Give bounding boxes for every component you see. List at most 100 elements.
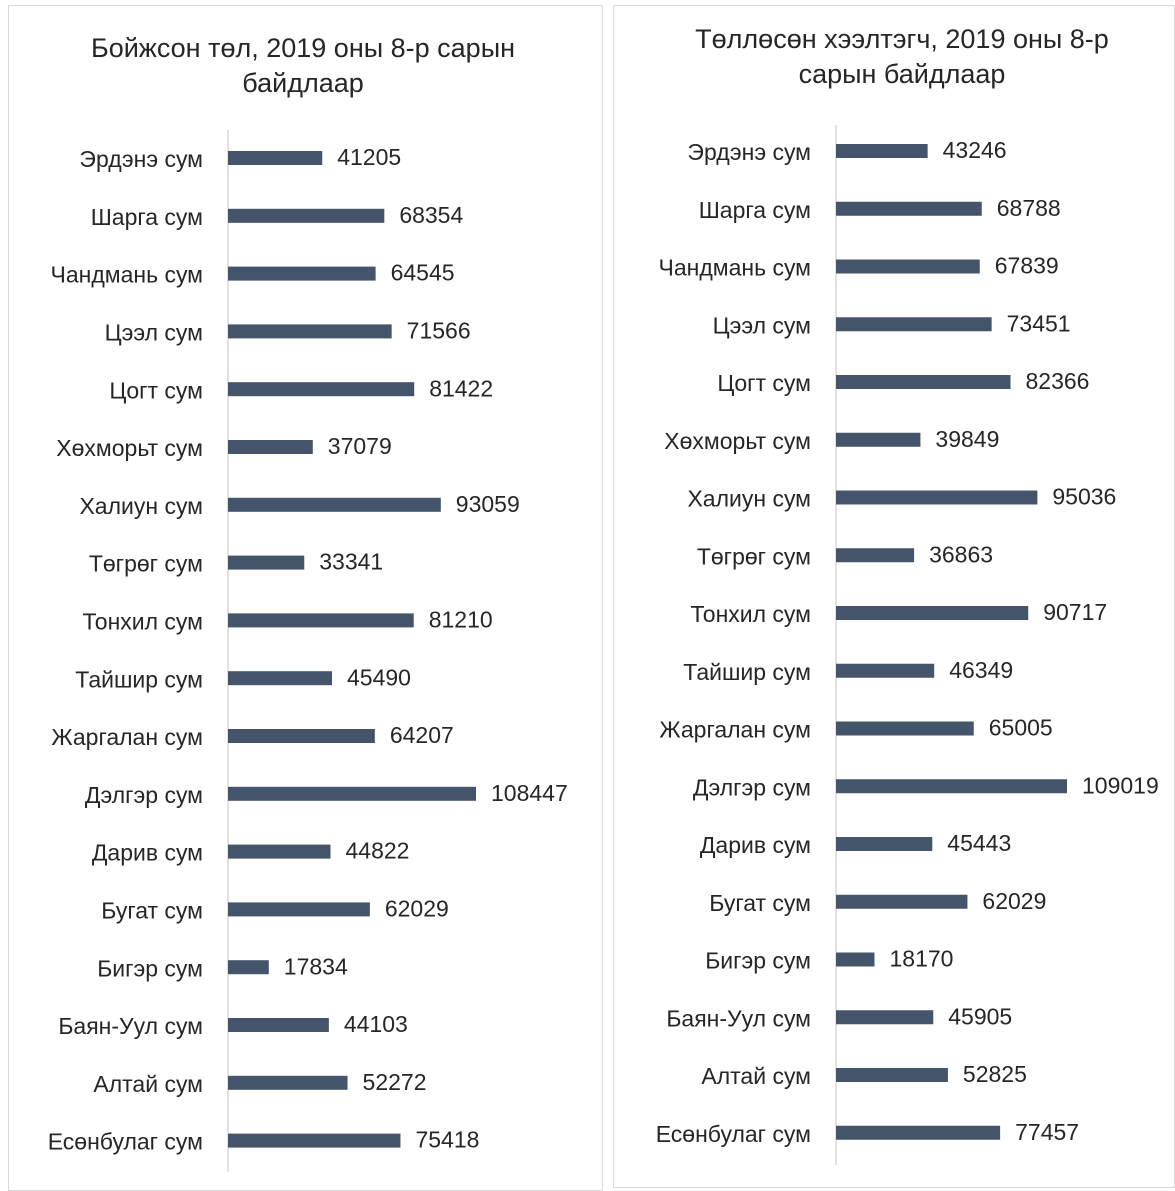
category-label: Бигэр сум bbox=[97, 955, 203, 981]
chart-panel bbox=[8, 5, 603, 1191]
value-label: 81210 bbox=[429, 606, 493, 632]
value-label: 68788 bbox=[997, 195, 1061, 221]
category-label: Баян-Уул сум bbox=[666, 1005, 811, 1031]
category-label: Цогт сум bbox=[717, 370, 811, 396]
chart-title: Төллөсөн хээлтэгч, 2019 оны 8-р сарын ба… bbox=[695, 24, 1109, 89]
value-label: 36863 bbox=[929, 541, 993, 567]
category-label: Хөхморьт сум bbox=[664, 428, 811, 454]
value-label: 90717 bbox=[1043, 599, 1107, 625]
value-label: 45490 bbox=[347, 664, 411, 690]
bar bbox=[836, 837, 933, 851]
category-label: Төгрөг сум bbox=[697, 543, 811, 569]
bar bbox=[836, 548, 915, 563]
category-label: Бугат сум bbox=[101, 897, 203, 923]
bar bbox=[228, 960, 269, 975]
bar bbox=[228, 555, 305, 570]
category-label: Жаргалан сум bbox=[659, 717, 811, 743]
category-label: Цогт сум bbox=[109, 377, 203, 403]
value-label: 93059 bbox=[456, 491, 520, 517]
value-label: 77457 bbox=[1015, 1119, 1079, 1145]
value-label: 17834 bbox=[284, 953, 348, 979]
bar bbox=[836, 1125, 1001, 1140]
value-label: 67839 bbox=[995, 253, 1059, 279]
value-label: 71566 bbox=[407, 317, 471, 343]
category-label: Алтай сум bbox=[701, 1063, 811, 1089]
bar bbox=[836, 144, 928, 158]
category-label: Эрдэнэ сум bbox=[79, 146, 203, 172]
bar bbox=[836, 663, 935, 678]
category-label: Чандмань сум bbox=[51, 262, 203, 288]
category-label: Халиун сум bbox=[687, 486, 811, 512]
value-label: 44822 bbox=[346, 838, 410, 864]
value-label: 109019 bbox=[1082, 772, 1159, 798]
category-label: Бугат сум bbox=[709, 890, 811, 916]
category-label: Шарга сум bbox=[91, 204, 203, 230]
bar bbox=[228, 151, 323, 165]
value-label: 39849 bbox=[935, 426, 999, 452]
bar bbox=[836, 490, 1038, 505]
category-label: Тайшир сум bbox=[75, 666, 203, 692]
bar bbox=[228, 440, 313, 454]
value-label: 33341 bbox=[319, 549, 383, 575]
category-label: Чандмань сум bbox=[659, 255, 811, 281]
value-label: 37079 bbox=[328, 433, 392, 459]
category-label: Жаргалан сум bbox=[51, 724, 203, 750]
bar bbox=[836, 259, 980, 274]
value-label: 82366 bbox=[1026, 368, 1090, 394]
bar bbox=[836, 721, 974, 736]
category-label: Төгрөг сум bbox=[89, 551, 203, 577]
category-label: Эрдэнэ сум bbox=[687, 139, 811, 165]
category-label: Бигэр сум bbox=[705, 948, 811, 974]
value-label: 68354 bbox=[399, 202, 463, 228]
chart-title: Бойжсон төл, 2019 оны 8-р сарын байдлаар bbox=[90, 33, 516, 98]
category-label: Цээл сум bbox=[105, 319, 203, 345]
bar bbox=[228, 382, 415, 397]
category-label: Есөнбулаг сум bbox=[656, 1121, 811, 1147]
value-label: 65005 bbox=[989, 715, 1053, 741]
value-label: 45905 bbox=[948, 1003, 1012, 1029]
value-label: 44103 bbox=[344, 1011, 408, 1037]
category-label: Баян-Уул сум bbox=[58, 1013, 203, 1039]
bar bbox=[228, 729, 375, 743]
category-label: Халиун сум bbox=[79, 493, 203, 519]
bar bbox=[228, 671, 333, 686]
bar bbox=[836, 894, 968, 909]
bar bbox=[228, 208, 385, 223]
bar bbox=[228, 1133, 401, 1148]
bar bbox=[836, 317, 992, 332]
value-label: 108447 bbox=[491, 780, 568, 806]
bar bbox=[228, 844, 331, 859]
bar bbox=[836, 375, 1011, 389]
bar bbox=[836, 432, 921, 447]
value-label: 52825 bbox=[963, 1061, 1027, 1087]
value-label: 64545 bbox=[391, 260, 455, 286]
category-label: Тонхил сум bbox=[691, 601, 811, 627]
bar bbox=[228, 266, 376, 281]
bar bbox=[836, 952, 875, 967]
category-label: Есөнбулаг сум bbox=[48, 1129, 203, 1155]
category-label: Тайшир сум bbox=[683, 659, 811, 685]
value-label: 41205 bbox=[337, 144, 401, 170]
bar bbox=[836, 1068, 948, 1082]
bar bbox=[228, 613, 414, 628]
value-label: 64207 bbox=[390, 722, 454, 748]
value-label: 18170 bbox=[890, 946, 954, 972]
bar bbox=[228, 786, 476, 801]
value-label: 73451 bbox=[1007, 310, 1071, 336]
bar bbox=[228, 1018, 329, 1032]
bar bbox=[836, 606, 1029, 620]
category-label: Алтай сум bbox=[93, 1071, 203, 1097]
category-label: Дэлгэр сум bbox=[693, 774, 811, 800]
category-label: Цээл сум bbox=[713, 312, 811, 338]
value-label: 95036 bbox=[1052, 484, 1116, 510]
bar bbox=[836, 201, 982, 216]
value-label: 46349 bbox=[949, 657, 1013, 683]
bar bbox=[228, 1075, 348, 1090]
category-label: Шарга сум bbox=[699, 197, 811, 223]
value-label: 43246 bbox=[943, 137, 1007, 163]
bar bbox=[836, 1010, 934, 1025]
bar bbox=[228, 497, 441, 512]
bar bbox=[228, 902, 370, 917]
